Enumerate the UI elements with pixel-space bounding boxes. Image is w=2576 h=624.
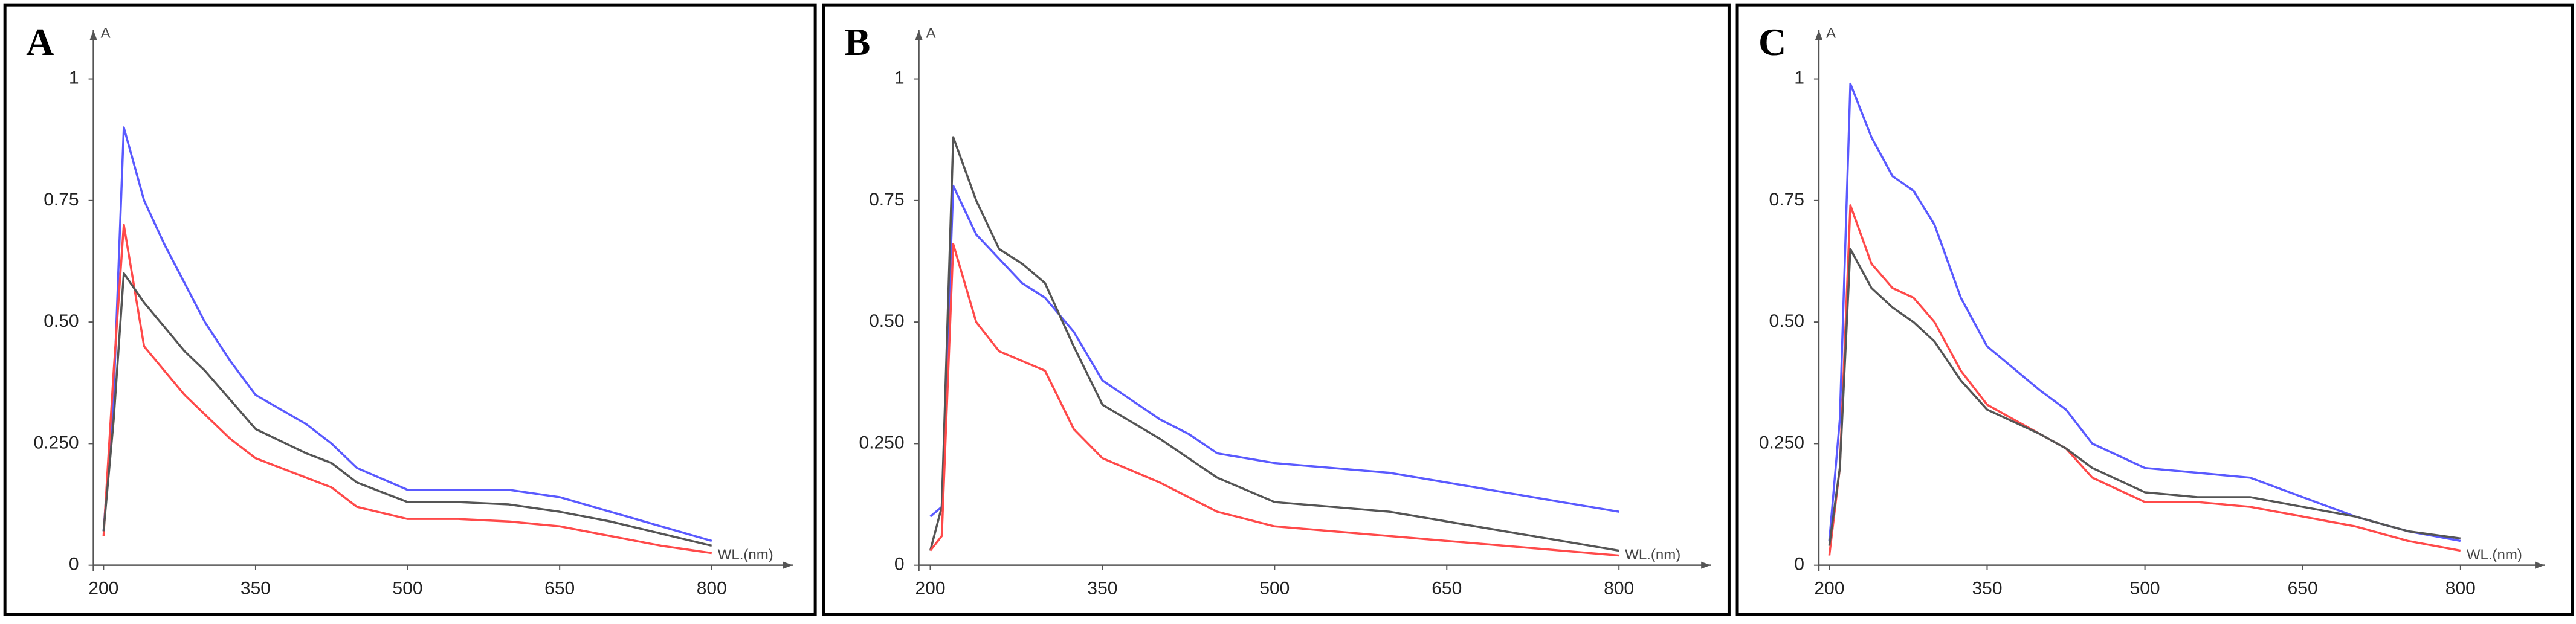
x-axis-arrow [783, 561, 793, 569]
x-tick-label: 200 [915, 579, 945, 599]
x-tick-label: 500 [1259, 579, 1290, 599]
series-line [102, 224, 712, 555]
y-axis-label: A [101, 25, 111, 41]
x-tick-label: 800 [2445, 579, 2476, 599]
x-tick-label: 650 [1432, 579, 1462, 599]
y-tick-label: 0.75 [1769, 190, 1804, 210]
y-tick-label: 1 [69, 68, 79, 88]
panel-frame [1735, 3, 2574, 616]
panel: B A WL.(nm) 0 0.250 0.50 0.75 1 200 350 500 650 800 [822, 3, 1731, 616]
y-tick-label: 0.250 [1759, 433, 1804, 452]
series-line [102, 126, 712, 542]
series-line [102, 272, 712, 547]
x-tick-label: 800 [1604, 579, 1634, 599]
x-tick-label: 650 [2288, 579, 2318, 599]
x-tick-label: 200 [88, 579, 118, 599]
series-line [1828, 82, 2461, 542]
x-axis-label: WL.(nm) [718, 547, 773, 563]
series-line [929, 243, 1619, 557]
panel-label: A [26, 21, 54, 63]
panel: A A WL.(nm) 0 0.250 0.50 0.75 1 200 350 500 650 800 [3, 3, 817, 616]
y-axis-arrow [915, 30, 923, 40]
y-tick-label: 0.50 [1769, 311, 1804, 331]
y-tick-label: 1 [1794, 68, 1804, 88]
y-tick-label: 0.250 [34, 433, 79, 452]
y-axis-arrow [1815, 30, 1822, 40]
panel-label: B [845, 21, 871, 63]
y-tick-label: 0.250 [859, 433, 904, 452]
series-line [1828, 248, 2461, 546]
x-tick-label: 500 [393, 579, 423, 599]
panel-frame [3, 3, 817, 616]
x-tick-label: 350 [1972, 579, 2002, 599]
y-tick-label: 1 [894, 68, 905, 88]
y-axis-label: A [926, 25, 936, 41]
x-axis-arrow [1701, 561, 1711, 569]
x-axis-label: WL.(nm) [2467, 547, 2522, 563]
y-axis-arrow [89, 30, 97, 40]
x-tick-label: 350 [240, 579, 271, 599]
series-line [929, 136, 1619, 552]
y-tick-label: 0 [69, 555, 79, 574]
x-tick-label: 650 [544, 579, 575, 599]
y-tick-label: 0.50 [869, 311, 904, 331]
panel-frame [822, 3, 1731, 616]
x-axis-label: WL.(nm) [1625, 547, 1680, 563]
y-tick-label: 0 [894, 555, 905, 574]
y-tick-label: 0.75 [44, 190, 79, 210]
y-tick-label: 0.75 [869, 190, 904, 210]
x-axis-arrow [2535, 561, 2545, 569]
x-tick-label: 800 [697, 579, 727, 599]
x-tick-label: 200 [1814, 579, 1844, 599]
series-line [929, 184, 1619, 518]
x-tick-label: 500 [2130, 579, 2160, 599]
panel: C A WL.(nm) 0 0.250 0.50 0.75 1 200 350 500 650 800 [1735, 3, 2574, 616]
series-line [1828, 204, 2461, 556]
panel-label: C [1758, 21, 1786, 63]
y-tick-label: 0.50 [44, 311, 79, 331]
y-tick-label: 0 [1794, 555, 1804, 574]
x-tick-label: 350 [1087, 579, 1117, 599]
y-axis-label: A [1826, 25, 1836, 41]
